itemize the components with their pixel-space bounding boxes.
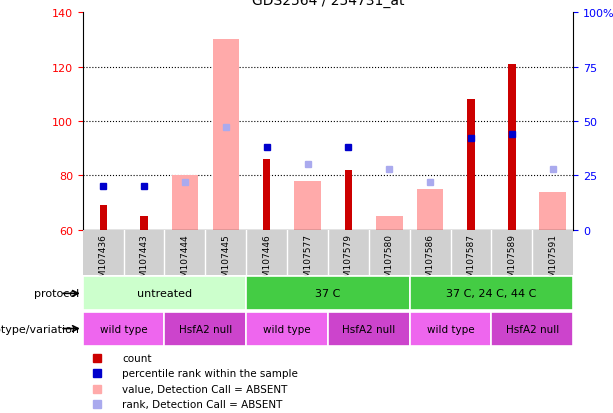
Text: GSM107446: GSM107446 <box>262 234 271 288</box>
Text: GSM107579: GSM107579 <box>344 234 353 289</box>
Text: HsfA2 null: HsfA2 null <box>342 324 395 334</box>
Bar <box>345 171 352 230</box>
Text: GSM107589: GSM107589 <box>508 234 516 289</box>
Text: GSM107577: GSM107577 <box>303 234 312 289</box>
Bar <box>83 277 246 311</box>
Bar <box>294 181 321 230</box>
Text: rank, Detection Call = ABSENT: rank, Detection Call = ABSENT <box>122 399 283 409</box>
Text: wild type: wild type <box>427 324 474 334</box>
Text: GSM107586: GSM107586 <box>425 234 435 289</box>
Bar <box>246 277 409 311</box>
Text: GSM107444: GSM107444 <box>180 234 189 288</box>
Text: HsfA2 null: HsfA2 null <box>506 324 559 334</box>
Bar <box>164 312 246 346</box>
Bar <box>140 216 148 230</box>
Text: HsfA2 null: HsfA2 null <box>179 324 232 334</box>
Text: untreated: untreated <box>137 289 192 299</box>
Text: 37 C, 24 C, 44 C: 37 C, 24 C, 44 C <box>446 289 536 299</box>
Bar <box>492 312 573 346</box>
Bar <box>83 312 164 346</box>
Title: GDS2564 / 254731_at: GDS2564 / 254731_at <box>252 0 404 8</box>
Text: GSM107436: GSM107436 <box>99 234 108 288</box>
Bar <box>417 190 443 230</box>
Text: GSM107445: GSM107445 <box>221 234 230 288</box>
Bar <box>213 40 239 230</box>
Text: GSM107443: GSM107443 <box>140 234 148 288</box>
Text: value, Detection Call = ABSENT: value, Detection Call = ABSENT <box>122 384 287 394</box>
Text: 37 C: 37 C <box>315 289 341 299</box>
Text: wild type: wild type <box>100 324 148 334</box>
Bar <box>467 100 474 230</box>
Bar <box>376 216 403 230</box>
Bar <box>172 176 198 230</box>
Bar <box>409 312 492 346</box>
Bar <box>539 192 566 230</box>
Text: protocol: protocol <box>34 289 80 299</box>
Bar <box>328 312 409 346</box>
Bar <box>409 277 573 311</box>
Text: GSM107580: GSM107580 <box>385 234 394 289</box>
Text: wild type: wild type <box>263 324 311 334</box>
Text: GSM107587: GSM107587 <box>466 234 476 289</box>
Text: count: count <box>122 353 151 363</box>
Bar <box>246 312 328 346</box>
Bar <box>263 159 270 230</box>
Text: GSM107591: GSM107591 <box>548 234 557 289</box>
Text: genotype/variation: genotype/variation <box>0 324 80 334</box>
Text: percentile rank within the sample: percentile rank within the sample <box>122 368 298 378</box>
Bar <box>99 206 107 230</box>
Bar <box>508 65 516 230</box>
